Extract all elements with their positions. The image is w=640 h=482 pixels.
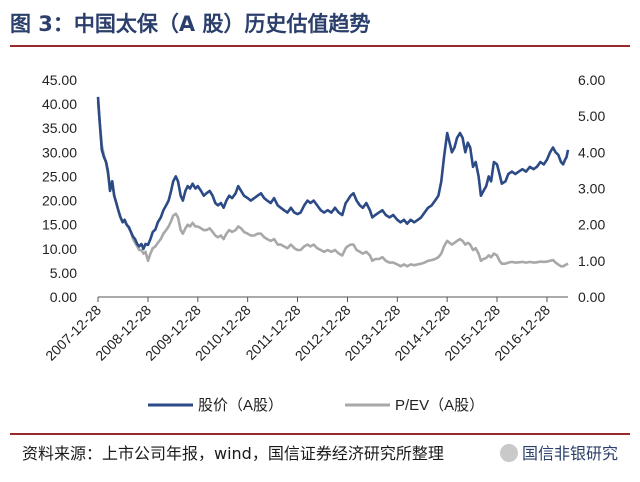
right-tick-label: 2.00 [578, 217, 605, 233]
left-tick-label: 45.00 [42, 72, 77, 88]
right-tick-label: 3.00 [578, 181, 605, 197]
right-tick-label: 6.00 [578, 72, 605, 88]
left-tick-label: 40.00 [42, 96, 77, 112]
right-tick-label: 1.00 [578, 253, 605, 269]
legend: 股价（A股） P/EV（A股） [148, 397, 484, 414]
left-tick-label: 20.00 [42, 193, 77, 209]
chart-title: 图 3：中国太保（A 股）历史估值趋势 [10, 12, 371, 36]
watermark-text: 国信非银研究 [522, 444, 619, 463]
left-tick-label: 30.00 [42, 144, 77, 160]
source-divider [10, 433, 630, 435]
pev-series-line [96, 101, 569, 268]
left-tick-label: 15.00 [42, 217, 77, 233]
series-lines [96, 96, 570, 268]
right-tick-label: 4.00 [578, 144, 605, 160]
left-tick-label: 0.00 [50, 289, 77, 305]
left-tick-label: 10.00 [42, 241, 77, 257]
price-series-line [96, 96, 570, 251]
source-note: 资料来源：上市公司年报，wind，国信证券经济研究所整理 [22, 444, 444, 463]
watermark: 国信非银研究 [500, 440, 618, 464]
legend-label-pev: P/EV（A股） [395, 397, 484, 414]
wechat-logo-icon [500, 444, 518, 462]
legend-label-price: 股价（A股） [198, 397, 283, 414]
valuation-chart: 0.00 5.00 10.00 15.00 20.00 25.00 30.00 35.00 40… [42, 72, 606, 414]
left-tick-label: 35.00 [42, 120, 77, 136]
left-tick-label: 25.00 [42, 168, 77, 184]
left-tick-label: 5.00 [50, 265, 77, 281]
right-tick-label: 0.00 [578, 289, 605, 305]
right-tick-label: 5.00 [578, 108, 605, 124]
title-divider [10, 45, 630, 47]
axes-group: 0.00 5.00 10.00 15.00 20.00 25.00 30.00 35.00 40… [42, 72, 606, 364]
